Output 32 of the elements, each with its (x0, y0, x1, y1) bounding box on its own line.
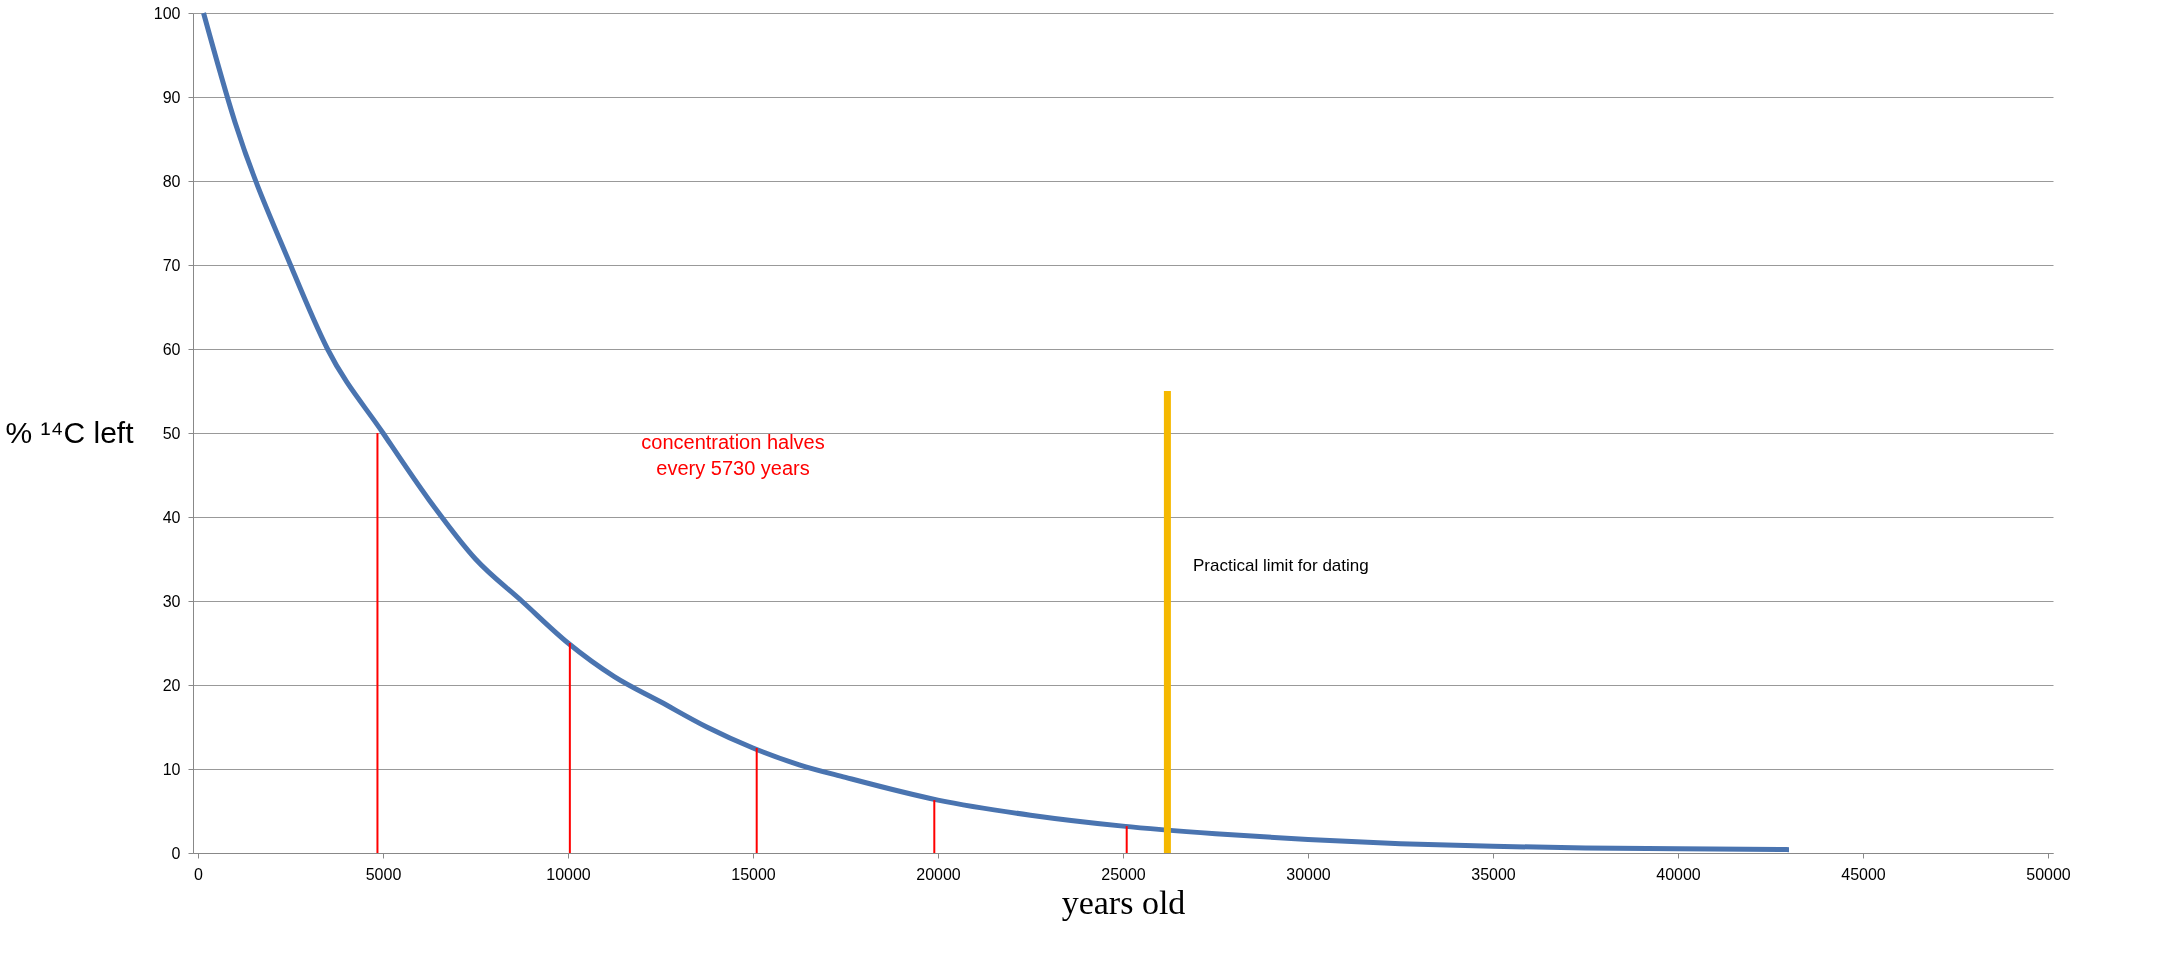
x-tick-label: 15000 (731, 865, 776, 883)
annotation: concentration halves every 5730 years (641, 431, 825, 479)
y-tick-label: 70 (162, 256, 181, 274)
x-tick-label: 35000 (1471, 865, 1516, 883)
y-tick-label: 100 (153, 4, 181, 22)
x-tick-label: 45000 (1841, 865, 1886, 883)
x-axis-title: years old (1061, 883, 1186, 921)
bar (755, 748, 758, 853)
y-tick-label: 40 (162, 508, 181, 526)
x-tick-label: 5000 (365, 865, 402, 883)
y-tick-label: 0 (171, 844, 181, 862)
x-tick-label: 30000 (1286, 865, 1331, 883)
x-tick-label: 20000 (916, 865, 961, 883)
x-tick-label: 10000 (546, 865, 591, 883)
bar (376, 433, 379, 853)
bar (568, 643, 571, 853)
annotation: Practical limit for dating (1193, 556, 1369, 575)
y-tick-label: 30 (162, 592, 181, 610)
y-tick-label: 20 (162, 676, 181, 694)
x-tick-label: 25000 (1101, 865, 1146, 883)
y-tick-label: 10 (162, 760, 181, 778)
x-tick-label: 50000 (2026, 865, 2071, 883)
bar (1125, 826, 1128, 853)
y-tick-label: 90 (162, 88, 181, 106)
y-tick-label: 80 (162, 172, 181, 190)
y-axis-title: % ¹⁴C left (5, 415, 135, 449)
x-tick-label: 0 (194, 865, 204, 883)
y-tick-label: 50 (162, 424, 181, 442)
bar (933, 800, 936, 853)
y-tick-label: 60 (162, 340, 181, 358)
x-tick-label: 40000 (1656, 865, 1701, 883)
bar (1163, 391, 1171, 853)
